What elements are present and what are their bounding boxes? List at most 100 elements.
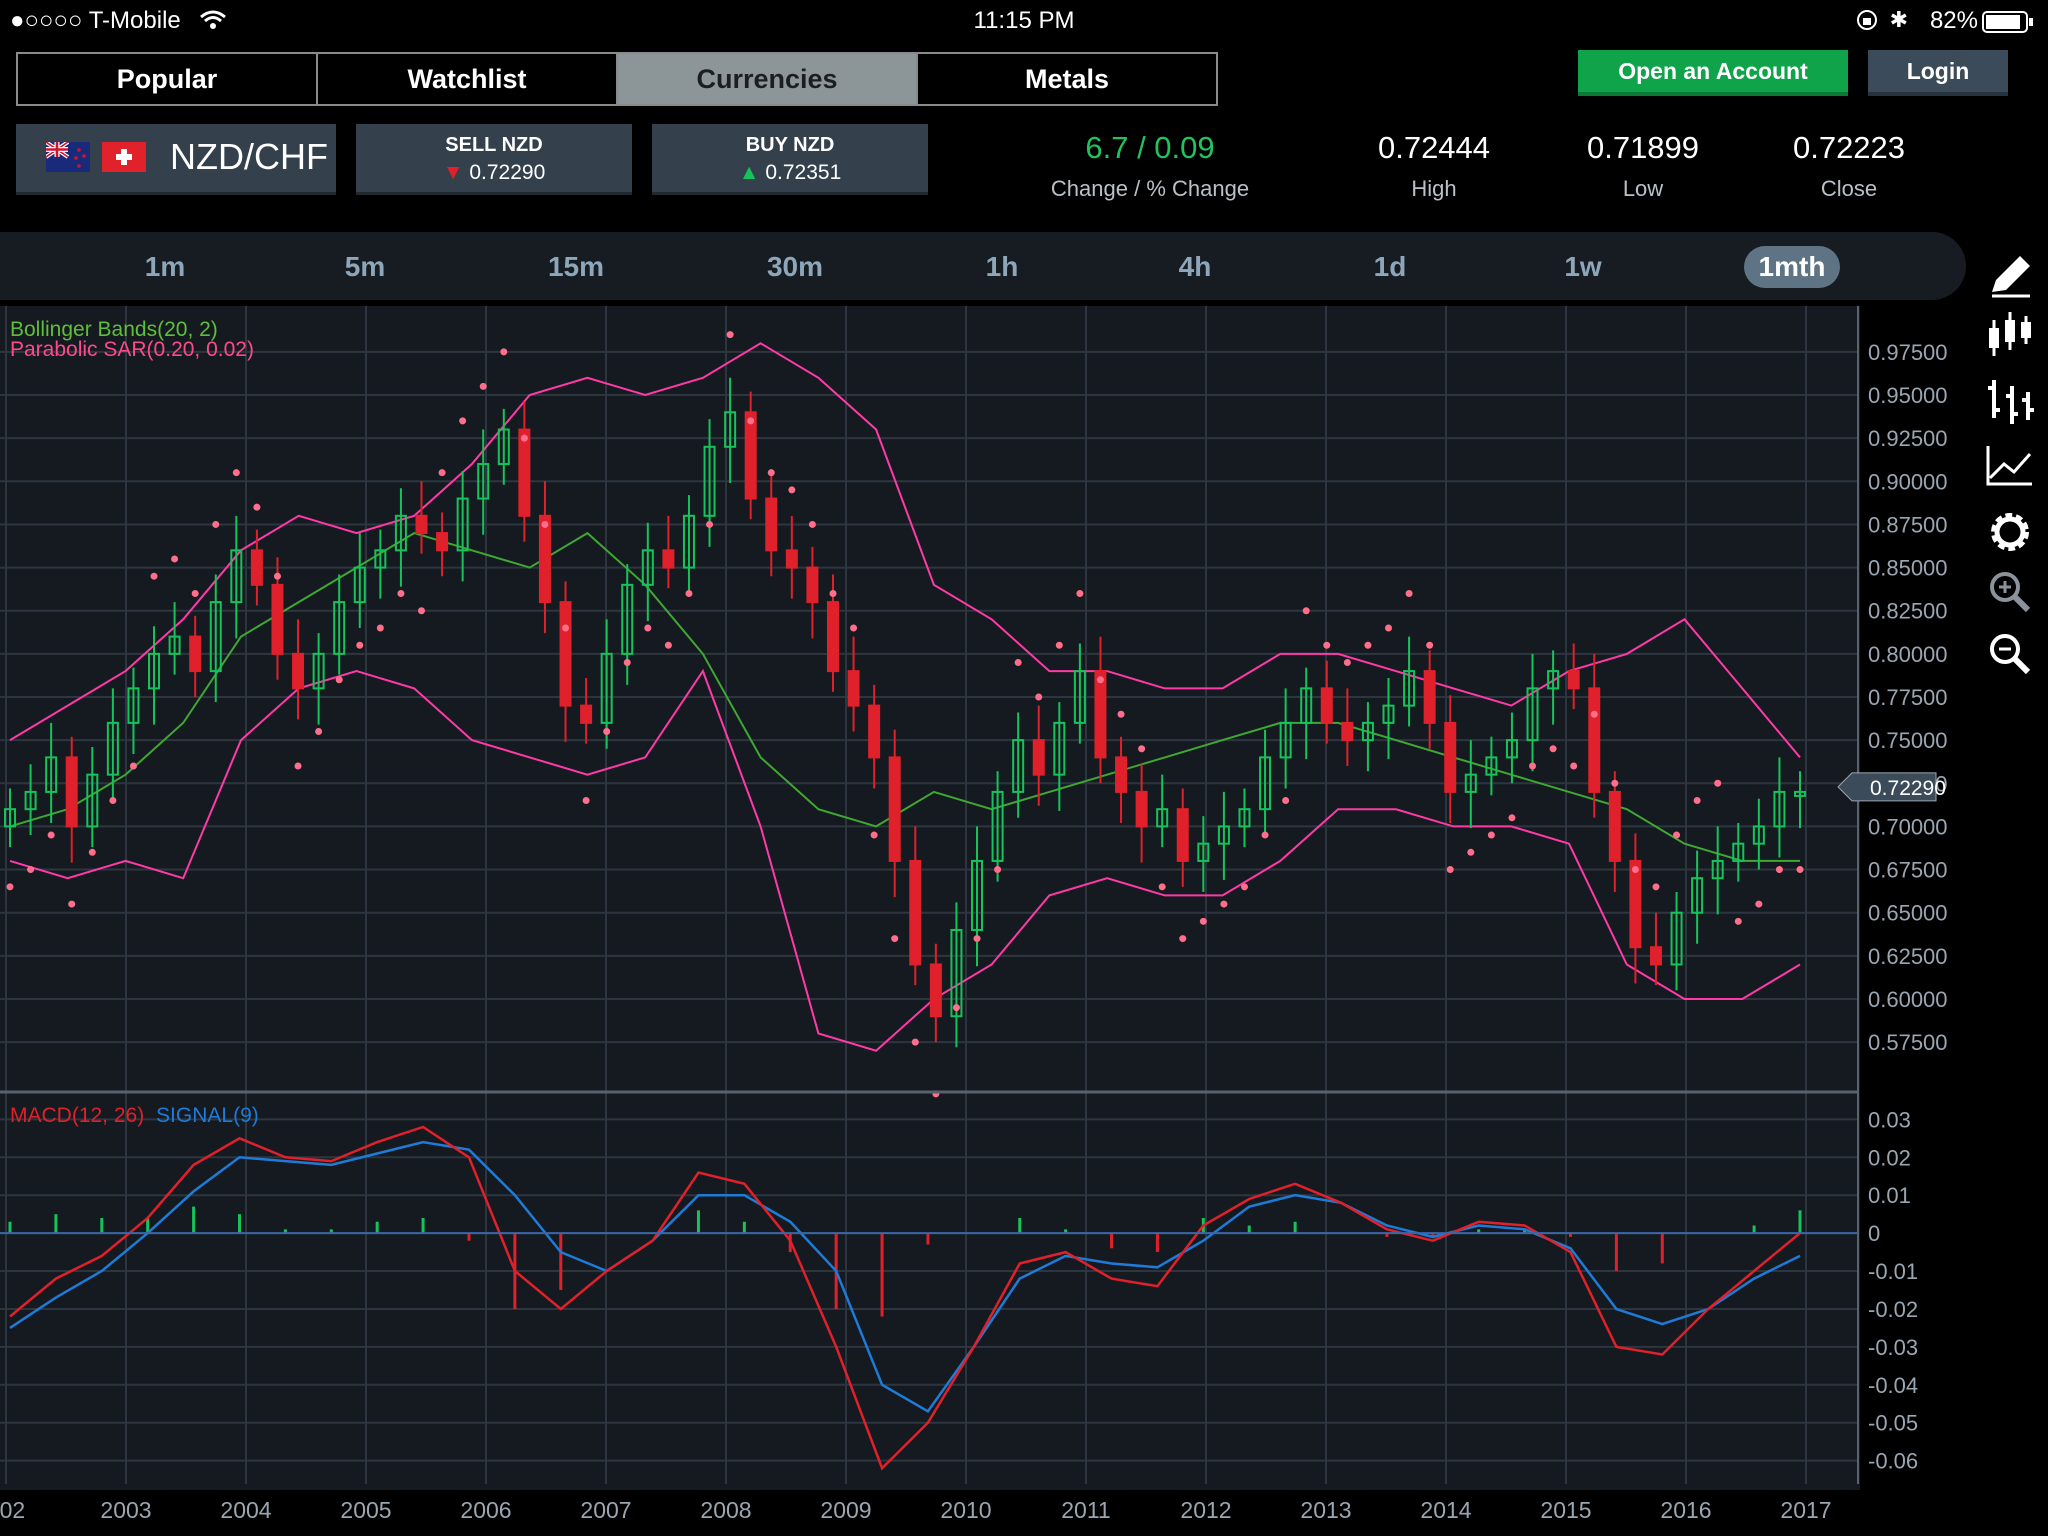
x-tick-label: 2012 bbox=[1180, 1497, 1231, 1523]
buy-label: BUY NZD bbox=[745, 134, 835, 156]
timeframe-1m[interactable]: 1m bbox=[144, 251, 186, 282]
candle bbox=[909, 826, 922, 986]
instrument-name: NZD/CHF bbox=[170, 136, 328, 177]
timeframe-15m[interactable]: 15m bbox=[547, 251, 605, 282]
sar-dot bbox=[1117, 710, 1125, 718]
orientation-lock-icon bbox=[1856, 9, 1878, 38]
carrier-signal: ●○○○○ T-Mobile bbox=[10, 7, 181, 34]
tab-currencies[interactable]: Currencies bbox=[618, 54, 918, 104]
candle bbox=[682, 495, 695, 594]
change-label: Change / % Change bbox=[1050, 176, 1250, 201]
sell-button[interactable]: SELL NZD ▼ 0.72290 bbox=[356, 124, 632, 195]
sar-dot bbox=[459, 417, 467, 425]
high-stat: 0.72444 High bbox=[1324, 130, 1544, 202]
zoom-out-icon[interactable] bbox=[1980, 624, 2040, 684]
y-tick-label: 0 bbox=[1868, 1221, 1880, 1246]
macd-line bbox=[9, 1125, 1801, 1471]
y-tick-label: 0.92500 bbox=[1868, 426, 1948, 451]
x-tick-label: 2013 bbox=[1300, 1497, 1351, 1523]
candle bbox=[1259, 729, 1272, 836]
y-tick-label: 0.57500 bbox=[1868, 1030, 1948, 1055]
sar-dot bbox=[315, 728, 323, 736]
open-account-button[interactable]: Open an Account bbox=[1578, 50, 1848, 96]
gear-icon[interactable] bbox=[1980, 502, 2040, 562]
ohlc-icon[interactable] bbox=[1980, 370, 2040, 430]
tab-metals[interactable]: Metals bbox=[1024, 64, 1110, 94]
sar-dot bbox=[1467, 848, 1475, 856]
candle bbox=[580, 678, 593, 744]
candle bbox=[1094, 636, 1107, 784]
sar-dot bbox=[1775, 866, 1783, 874]
sar-dot bbox=[356, 641, 364, 649]
sar-dot bbox=[911, 1038, 919, 1046]
status-bar: ●○○○○ T-Mobile 11:15 PM ✱ 82% bbox=[0, 0, 2048, 42]
sar-dot bbox=[1302, 607, 1310, 615]
sar-dot bbox=[417, 607, 425, 615]
sar-dot bbox=[623, 658, 631, 666]
sar-dot bbox=[1282, 797, 1290, 805]
sar-dot bbox=[1611, 779, 1619, 787]
pencil-icon[interactable] bbox=[1980, 246, 2040, 306]
timeframe-1h[interactable]: 1h bbox=[985, 251, 1019, 282]
zoom-in-icon[interactable] bbox=[1980, 562, 2040, 622]
x-tick-label: 2003 bbox=[100, 1497, 151, 1523]
sar-dot bbox=[541, 520, 549, 528]
legend-signal: SIGNAL(9) bbox=[156, 1104, 259, 1127]
y-tick-label: 0.03 bbox=[1868, 1107, 1911, 1132]
low-stat: 0.71899 Low bbox=[1533, 130, 1753, 202]
timeframe-1d[interactable]: 1d bbox=[1373, 251, 1407, 282]
timeframe-1w[interactable]: 1w bbox=[1564, 251, 1602, 282]
timeframe-1mth[interactable]: 1mth bbox=[1744, 246, 1840, 288]
candle bbox=[1073, 643, 1086, 744]
candle bbox=[86, 747, 99, 848]
tab-watchlist[interactable]: Watchlist bbox=[318, 54, 618, 104]
sar-dot bbox=[335, 676, 343, 684]
sar-dot bbox=[644, 624, 652, 632]
sar-dot bbox=[706, 520, 714, 528]
buy-button[interactable]: BUY NZD ▲ 0.72351 bbox=[652, 124, 928, 195]
macd-histogram bbox=[8, 1206, 1802, 1317]
candle bbox=[168, 602, 181, 675]
sar-dot bbox=[1426, 641, 1434, 649]
candle bbox=[1403, 636, 1416, 727]
candle bbox=[744, 391, 757, 520]
candle bbox=[538, 481, 551, 634]
sar-dot bbox=[603, 728, 611, 736]
close-value: 0.72223 bbox=[1792, 130, 1906, 165]
price-chart[interactable]: 002 2003 2004 2005 2006 2007 2008 2009 2010 2011 2… bbox=[0, 306, 1972, 1536]
sar-dot bbox=[68, 900, 76, 908]
bluetooth-icon: ✱ bbox=[1889, 7, 1908, 32]
candle bbox=[127, 667, 140, 754]
change-value: 6.7 / 0.09 bbox=[1085, 130, 1215, 165]
battery-percent: 82% bbox=[1929, 7, 1978, 34]
sar-dot bbox=[1014, 658, 1022, 666]
sar-dot bbox=[1179, 935, 1187, 943]
candle bbox=[1176, 788, 1189, 887]
sar-dot bbox=[1487, 831, 1495, 839]
timeframe-5m[interactable]: 5m bbox=[344, 251, 386, 282]
tab-popular[interactable]: Popular bbox=[18, 54, 318, 104]
sar-dot bbox=[294, 762, 302, 770]
timeframe-30m[interactable]: 30m bbox=[766, 251, 824, 282]
line-chart-icon[interactable] bbox=[1980, 436, 2040, 496]
sar-dot bbox=[767, 469, 775, 477]
candle bbox=[1752, 798, 1765, 870]
sar-dot bbox=[788, 486, 796, 494]
y-tick-label: 0.60000 bbox=[1868, 987, 1948, 1012]
candle bbox=[1382, 678, 1395, 760]
y-tick-label: 0.82500 bbox=[1868, 599, 1948, 624]
candle bbox=[1115, 736, 1128, 823]
legend-bollinger: Bollinger Bands(20, 2) bbox=[10, 318, 218, 341]
instrument-selector[interactable]: NZD/CHF bbox=[16, 124, 336, 195]
sar-dot bbox=[1631, 866, 1639, 874]
sar-dot bbox=[129, 762, 137, 770]
sar-dot bbox=[1714, 779, 1722, 787]
candlestick-icon[interactable] bbox=[1980, 304, 2040, 364]
x-tick-label: 2010 bbox=[940, 1497, 991, 1523]
y-tick-label: 0.65000 bbox=[1868, 901, 1948, 926]
timeframe-4h[interactable]: 4h bbox=[1178, 251, 1212, 282]
sar-dot bbox=[1693, 797, 1701, 805]
candle bbox=[477, 429, 490, 535]
buy-price: 0.72351 bbox=[765, 161, 842, 184]
login-button[interactable]: Login bbox=[1868, 50, 2008, 96]
